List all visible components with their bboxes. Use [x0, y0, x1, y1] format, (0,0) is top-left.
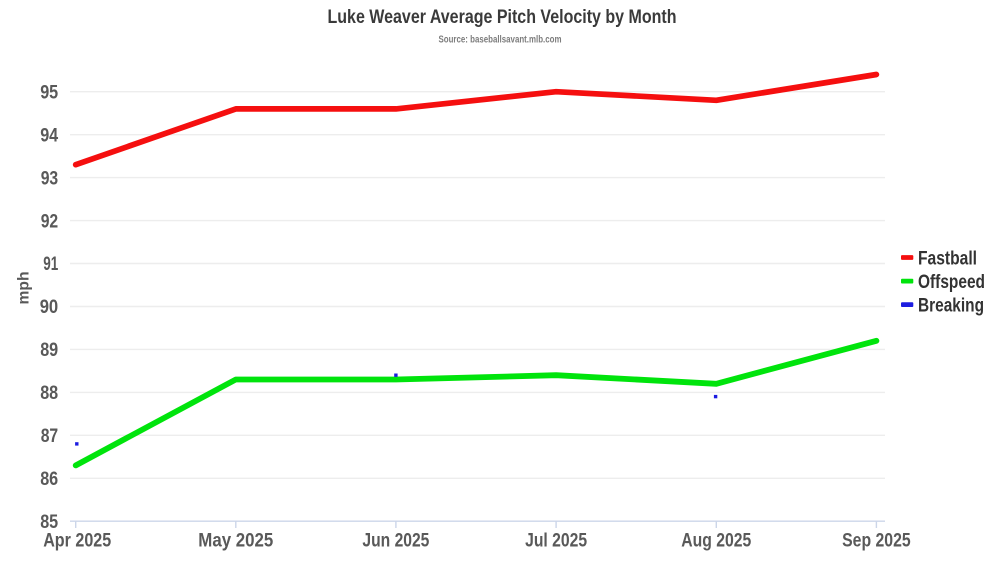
svg-text:Fastball: Fastball [918, 248, 977, 269]
svg-text:93: 93 [41, 168, 59, 189]
svg-text:95: 95 [40, 82, 58, 103]
svg-text:88: 88 [40, 383, 58, 404]
svg-text:Aug 2025: Aug 2025 [681, 530, 751, 551]
svg-text:91: 91 [43, 254, 58, 275]
svg-text:Sep 2025: Sep 2025 [842, 530, 911, 551]
svg-text:92: 92 [41, 211, 59, 232]
svg-text:Luke Weaver Average Pitch Velo: Luke Weaver Average Pitch Velocity by Mo… [328, 7, 677, 28]
svg-text:Breaking: Breaking [918, 295, 984, 316]
svg-text:Jun 2025: Jun 2025 [362, 530, 429, 551]
svg-text:87: 87 [41, 426, 59, 447]
svg-text:May 2025: May 2025 [198, 530, 273, 551]
svg-text:86: 86 [40, 469, 58, 490]
svg-text:mph: mph [16, 272, 33, 305]
svg-text:Source: baseballsavant.mlb.com: Source: baseballsavant.mlb.com [439, 34, 562, 45]
svg-text:94: 94 [40, 125, 58, 146]
svg-text:Offspeed: Offspeed [918, 272, 985, 293]
svg-text:85: 85 [40, 512, 58, 533]
svg-text:90: 90 [40, 297, 59, 318]
svg-text:89: 89 [40, 340, 58, 361]
svg-text:Jul 2025: Jul 2025 [525, 530, 587, 551]
svg-text:Apr 2025: Apr 2025 [43, 530, 111, 551]
